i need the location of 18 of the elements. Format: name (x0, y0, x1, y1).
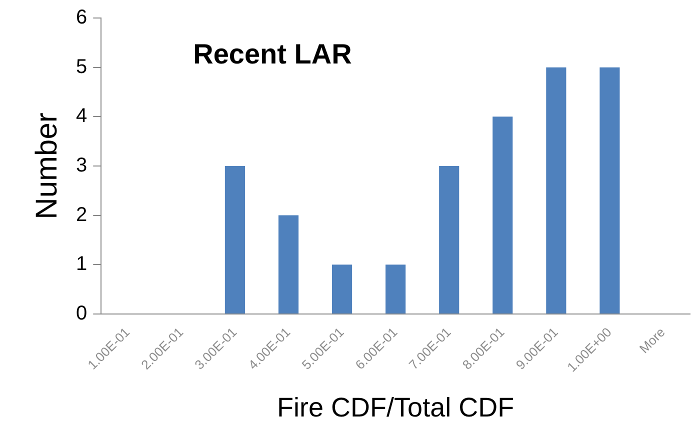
y-tick-label: 1 (76, 253, 88, 276)
y-tick-label: 0 (76, 302, 88, 324)
bar (546, 67, 566, 314)
y-tick-label: 4 (76, 105, 88, 128)
y-tick-label: 6 (76, 6, 88, 29)
bar (439, 166, 460, 314)
bar (278, 215, 299, 314)
bar (332, 264, 352, 314)
x-axis-title: Fire CDF/Total CDF (277, 392, 514, 422)
bar (600, 67, 620, 314)
y-axis-title: Number (30, 112, 64, 220)
y-tick-label: 3 (76, 154, 88, 176)
y-tick-label: 5 (76, 56, 88, 78)
y-tick-label: 2 (76, 204, 88, 226)
bar (492, 116, 513, 314)
bar (386, 264, 406, 314)
bar (224, 166, 245, 314)
text: Recent LAR (193, 38, 352, 70)
